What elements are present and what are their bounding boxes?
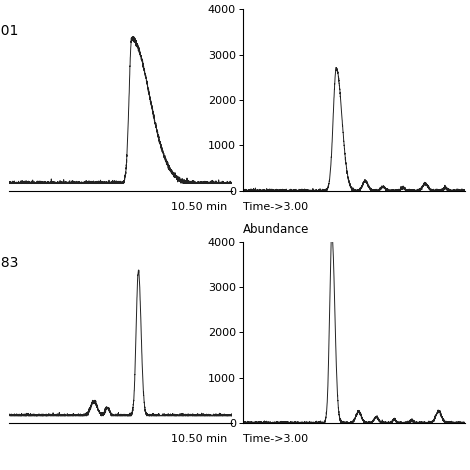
- Text: Abundance: Abundance: [243, 223, 309, 236]
- Text: 283: 283: [0, 256, 18, 270]
- Text: 10.50 min: 10.50 min: [171, 434, 227, 444]
- Text: 201: 201: [0, 24, 18, 38]
- Text: 10.50 min: 10.50 min: [171, 202, 227, 212]
- Text: Time->3.00: Time->3.00: [243, 202, 308, 212]
- Text: Time->3.00: Time->3.00: [243, 434, 308, 444]
